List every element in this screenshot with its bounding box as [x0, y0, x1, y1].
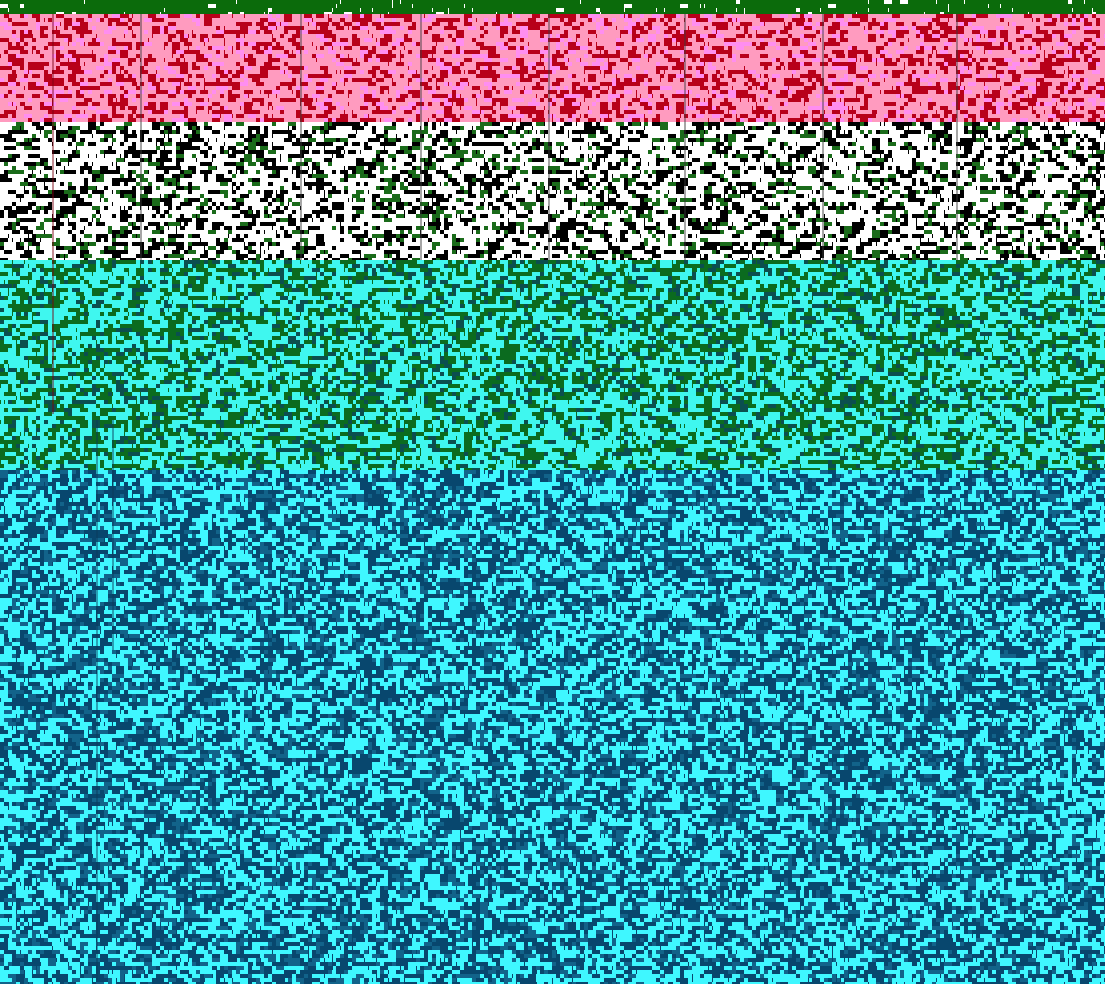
red-noise-band	[0, 14, 1105, 122]
green-noise-canvas	[0, 260, 1105, 470]
blue-noise-canvas	[0, 470, 1105, 984]
top-noise-canvas	[0, 0, 1105, 14]
white-noise-canvas	[0, 122, 1105, 260]
blue-noise-band	[0, 470, 1105, 984]
top-noise-band	[0, 0, 1105, 14]
white-noise-band	[0, 122, 1105, 260]
green-noise-band	[0, 260, 1105, 470]
red-noise-canvas	[0, 14, 1105, 122]
